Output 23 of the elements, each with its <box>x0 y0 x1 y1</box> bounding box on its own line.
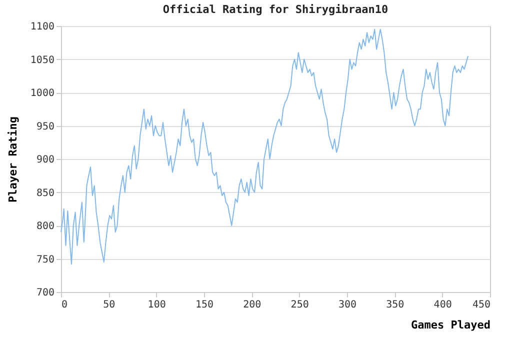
y-tick-label: 750 <box>36 254 54 266</box>
line-series <box>60 28 469 265</box>
y-tick-label: 700 <box>36 288 54 298</box>
y-tick-label: 1000 <box>30 88 54 99</box>
x-tick-label: 300 <box>338 300 357 310</box>
x-tick-label: 450 <box>472 300 490 310</box>
x-tick-label: 50 <box>103 300 116 310</box>
x-tick-label: 200 <box>243 300 262 310</box>
x-tick-label: 250 <box>290 300 309 310</box>
y-tick-label: 950 <box>36 121 54 132</box>
x-tick-label: 100 <box>148 300 166 310</box>
chart-title: Official Rating for Shirygibraan10 <box>162 3 388 16</box>
x-tick-label: 0 <box>62 300 68 310</box>
x-tick-label: 350 <box>386 300 404 310</box>
x-tick-label: 400 <box>434 300 452 310</box>
y-tick-label: 1100 <box>30 22 54 32</box>
y-tick-label: 850 <box>36 188 54 199</box>
y-axis-title: Player Rating <box>6 116 20 203</box>
y-tick-label: 900 <box>36 154 54 166</box>
y-tick-label: 1050 <box>30 54 54 66</box>
x-axis-title: Games Played <box>411 318 490 332</box>
x-tick-label: 150 <box>195 300 214 310</box>
y-tick-label: 800 <box>36 221 54 232</box>
